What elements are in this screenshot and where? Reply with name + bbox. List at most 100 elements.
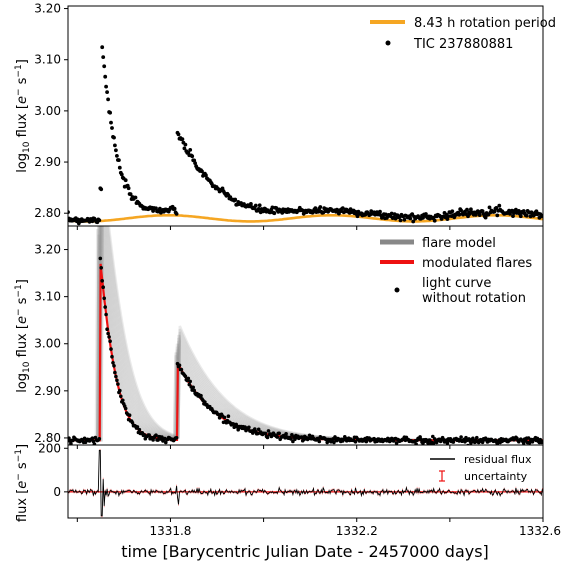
data-point (183, 374, 188, 379)
data-point (487, 205, 492, 210)
data-point (535, 436, 540, 441)
data-point (247, 425, 251, 430)
data-point (117, 165, 122, 170)
top-y-axis-label: log10 flux [e− s−1] (14, 59, 32, 173)
data-point (424, 212, 428, 216)
data-point (402, 217, 407, 222)
data-point (332, 440, 336, 445)
data-point (110, 354, 114, 359)
data-point (353, 440, 358, 444)
data-point (340, 206, 345, 211)
data-point (492, 209, 497, 214)
data-point (445, 441, 450, 445)
data-point (263, 431, 268, 436)
data-point (469, 441, 473, 445)
y-tick-label: 2.90 (34, 384, 61, 398)
data-point (284, 432, 288, 436)
data-point (253, 203, 258, 208)
x-tick-label: 1331.8 (149, 524, 191, 538)
data-point (414, 442, 418, 445)
data-point (177, 363, 182, 368)
data-point (99, 266, 103, 270)
bottom-y-ticks: 0 200 (38, 441, 68, 499)
data-point (307, 433, 312, 438)
data-point (497, 203, 502, 208)
data-point (527, 440, 532, 445)
data-point (299, 435, 304, 439)
data-point (257, 203, 262, 208)
data-point (524, 213, 529, 218)
data-point (114, 148, 118, 153)
data-point (408, 216, 413, 221)
data-point (187, 382, 192, 387)
data-point (192, 388, 196, 393)
data-point (115, 378, 119, 383)
data-point (183, 142, 188, 147)
top-y-ticks: 2.80 2.90 3.00 3.10 3.20 (34, 2, 544, 230)
data-point (135, 425, 140, 429)
data-point (268, 210, 273, 215)
data-point (317, 439, 322, 444)
data-point (272, 211, 277, 216)
data-point (475, 435, 479, 440)
data-point (540, 213, 543, 218)
data-point (471, 436, 475, 441)
data-point (270, 205, 275, 210)
data-point (459, 208, 463, 213)
data-point (494, 206, 499, 210)
data-point (249, 202, 253, 206)
data-point (226, 414, 231, 419)
data-point (104, 312, 108, 317)
data-point (256, 427, 261, 432)
data-point (99, 187, 104, 192)
data-point (516, 209, 521, 213)
legend-tic-swatch (385, 40, 391, 46)
data-point (251, 431, 255, 435)
legend-rotation-label: 8.43 h rotation period (414, 16, 556, 31)
data-point (119, 172, 124, 177)
data-point (92, 442, 97, 445)
x-axis-label: time [Barycentric Julian Date - 2457000 … (121, 542, 489, 561)
data-point (186, 376, 191, 381)
data-point (126, 186, 131, 191)
data-point (528, 214, 533, 219)
data-point (90, 436, 95, 441)
data-point (389, 211, 394, 216)
data-point (188, 379, 192, 384)
data-point (316, 209, 321, 214)
data-point (147, 433, 151, 437)
top-legend: 8.43 h rotation period TIC 237880881 (370, 16, 556, 52)
data-point (180, 137, 185, 142)
data-point (69, 441, 73, 445)
data-point (127, 413, 132, 418)
data-point (108, 110, 112, 115)
data-point (222, 415, 227, 420)
data-point (411, 219, 416, 224)
data-point (419, 437, 423, 442)
data-point (277, 431, 282, 436)
data-point (133, 195, 138, 200)
data-point (313, 206, 318, 211)
data-point (477, 213, 482, 218)
data-point (233, 197, 238, 202)
bottom-axes-frame (67, 444, 544, 519)
x-tick-label: 1332.2 (336, 524, 378, 538)
data-point (174, 212, 179, 216)
legend-modulated-label: modulated flares (422, 256, 532, 271)
data-point (118, 388, 122, 393)
data-point (275, 435, 280, 439)
data-point (398, 218, 403, 223)
data-point (176, 132, 181, 137)
data-point (431, 434, 435, 439)
data-point (432, 218, 437, 223)
data-point (114, 374, 118, 379)
data-point (265, 435, 270, 440)
data-point (102, 64, 107, 69)
data-point (540, 439, 543, 444)
data-point (193, 161, 198, 166)
middle-y-axis-label: log10 flux [e− s−1] (14, 279, 32, 393)
y-tick-label: 200 (38, 441, 61, 455)
data-point (289, 437, 293, 441)
data-point (100, 279, 104, 283)
